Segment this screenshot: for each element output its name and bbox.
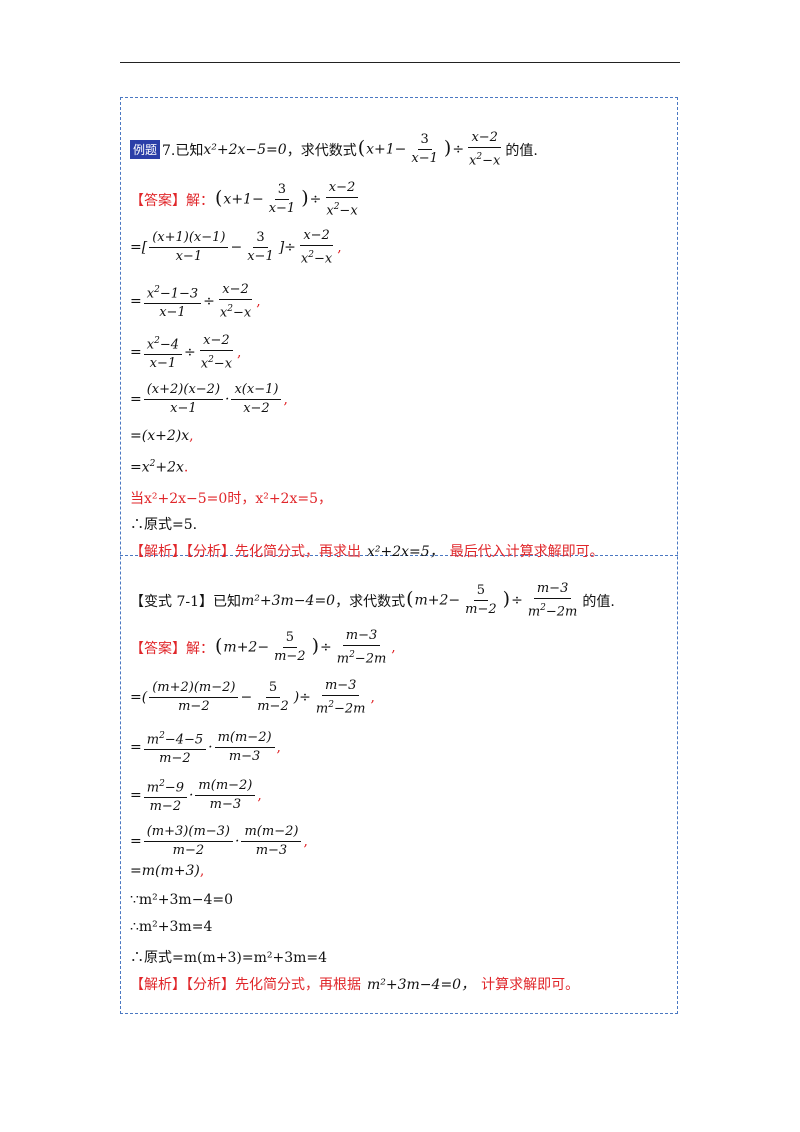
result-line: ∴原式=5. [130, 517, 198, 533]
answer-step-6: =(x+2)x, [130, 428, 194, 444]
variant-step-2: =((m+2)(m−2) m−2−5 m−2)÷ m−3 m2−2m, [130, 678, 375, 717]
condition-expr: x²+2x−5=0 [203, 141, 287, 158]
answer-step-1: 【答案】解： (x+1− 3 x−1)÷ x−2 x2−x [130, 180, 359, 219]
section-divider [120, 555, 678, 556]
variant-7-1-question: 【变式 7-1】已知 m²+3m−4=0 ，求代数式 (m+2− 5 m−2)÷ m−… [130, 581, 615, 620]
because-line: ∵m²+3m−4=0 [130, 892, 233, 908]
variant-step-1: 【答案】解： (m+2− 5 m−2)÷ m−3 m2−2m, [130, 628, 396, 667]
analysis-label: 【解析】【分析】先化简分式，再求出 [130, 544, 361, 560]
variant-label: 【变式 7-1】已知 [130, 593, 241, 610]
variant-step-5: = (m+3)(m−3) m−2 · m(m−2) m−3, [130, 824, 308, 858]
therefore-line-1: ∴m²+3m=4 [130, 919, 213, 935]
answer-step-7: =x2+2x. [130, 459, 189, 476]
variant-step-3: = m2−4−5 m−2 · m(m−2) m−3, [130, 728, 281, 767]
therefore-line-2: ∴原式=m(m+3)=m²+3m=4 [130, 950, 328, 966]
target-expr: (x+1− 3 x−1)÷ x−2 x2−x [357, 130, 501, 169]
answer-step-5: = (x+2)(x−2) x−1 · x(x−1) x−2, [130, 382, 288, 416]
answer-step-3: = x2−1−3 x−1 ÷ x−2 x2−x, [130, 282, 261, 321]
example-7-question: 例题 7.已知 x²+2x−5=0 ，求代数式 (x+1− 3 x−1)÷ x−2 x2… [130, 130, 538, 169]
header-rule [120, 62, 680, 63]
variant-step-4: = m2−9 m−2 · m(m−2) m−3, [130, 776, 262, 815]
variant-step-6: =m(m+3), [130, 863, 205, 879]
answer-label: 【答案】解： [130, 192, 214, 209]
analysis-line: 【解析】【分析】先化简分式，再求出 x²+2x=5， 最后代入计算求解即可。 [130, 541, 604, 561]
answer-step-2: =[(x+1)(x−1) x−1−3 x−1]÷ x−2 x2−x, [130, 228, 342, 267]
example-tag: 例题 [130, 140, 161, 160]
variant-analysis-line: 【解析】【分析】先化简分式，再根据 m²+3m−4=0， 计算求解即可。 [130, 977, 580, 993]
answer-step-4: = x2−4 x−1 ÷ x−2 x2−x, [130, 333, 242, 372]
substitution-line: 当x²+2x−5=0时，x²+2x=5， [130, 491, 332, 507]
